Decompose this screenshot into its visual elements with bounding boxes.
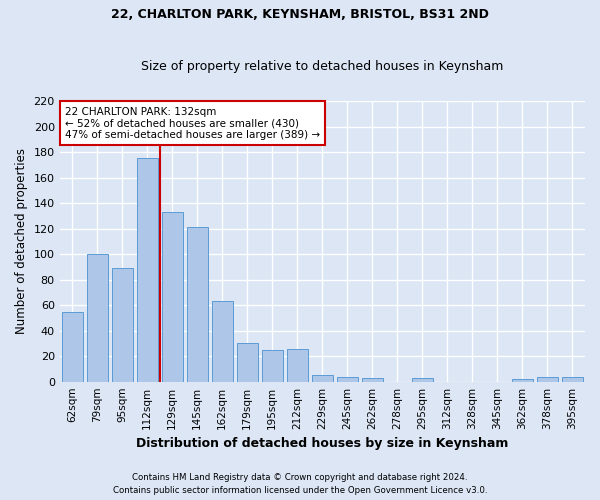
Bar	[512, 379, 533, 382]
Text: 22 CHARLTON PARK: 132sqm
← 52% of detached houses are smaller (430)
47% of semi-: 22 CHARLTON PARK: 132sqm ← 52% of detach…	[65, 106, 320, 140]
Bar	[112, 268, 133, 382]
Bar	[62, 312, 83, 382]
Bar	[212, 302, 233, 382]
Title: Size of property relative to detached houses in Keynsham: Size of property relative to detached ho…	[141, 60, 503, 74]
Bar	[161, 212, 183, 382]
X-axis label: Distribution of detached houses by size in Keynsham: Distribution of detached houses by size …	[136, 437, 509, 450]
Bar	[137, 158, 158, 382]
Bar	[236, 344, 258, 382]
Bar	[312, 376, 333, 382]
Bar	[412, 378, 433, 382]
Bar	[337, 376, 358, 382]
Bar	[86, 254, 108, 382]
Y-axis label: Number of detached properties: Number of detached properties	[15, 148, 28, 334]
Bar	[262, 350, 283, 382]
Bar	[287, 348, 308, 382]
Bar	[537, 376, 558, 382]
Bar	[562, 376, 583, 382]
Text: 22, CHARLTON PARK, KEYNSHAM, BRISTOL, BS31 2ND: 22, CHARLTON PARK, KEYNSHAM, BRISTOL, BS…	[111, 8, 489, 20]
Text: Contains HM Land Registry data © Crown copyright and database right 2024.
Contai: Contains HM Land Registry data © Crown c…	[113, 474, 487, 495]
Bar	[187, 228, 208, 382]
Bar	[362, 378, 383, 382]
